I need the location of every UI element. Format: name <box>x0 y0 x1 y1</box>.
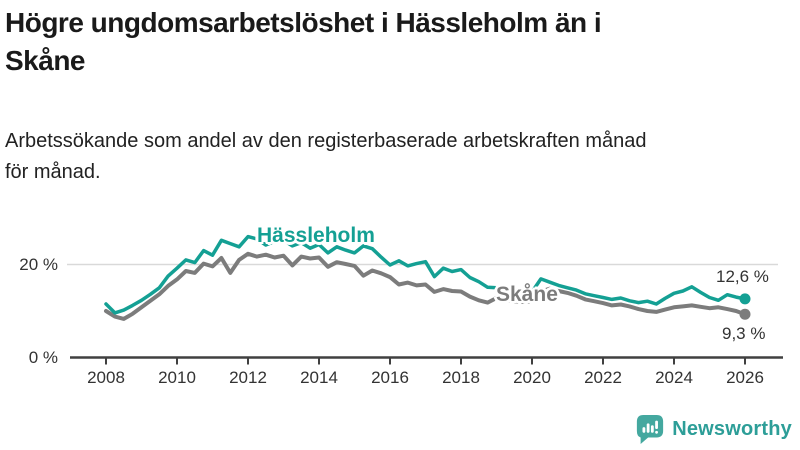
title-line-2: Skåne <box>5 45 86 76</box>
title-line-1: Högre ungdomsarbetslöshet i Hässleholm ä… <box>5 7 602 38</box>
series-label-skane: Skåne <box>496 283 558 306</box>
skne-end-dot <box>739 308 751 320</box>
x-axis-label-2014: 2014 <box>300 368 338 387</box>
chart-subtitle: Arbetssökande som andel av den registerb… <box>5 126 795 188</box>
newsworthy-wordmark: Newsworthy <box>672 417 792 440</box>
x-axis-label-2020: 2020 <box>513 368 551 387</box>
subtitle-line-1: Arbetssökande som andel av den registerb… <box>5 130 647 152</box>
series-label-hassleholm: Hässleholm <box>257 224 375 247</box>
newsworthy-icon <box>637 414 664 444</box>
x-axis-label-2016: 2016 <box>371 368 409 387</box>
x-axis-label-2024: 2024 <box>655 368 693 387</box>
y-axis-label-20: 20 % <box>19 255 58 274</box>
hssleholm-end-dot <box>739 293 751 305</box>
newsworthy-logo: Newsworthy <box>635 413 792 445</box>
skne-line <box>104 251 747 321</box>
hssleholm-line <box>104 234 747 315</box>
subtitle-line-2: för månad. <box>5 161 101 183</box>
end-value-label-hassleholm: 12,6 % <box>716 267 769 286</box>
x-axis-label-2010: 2010 <box>158 368 196 387</box>
x-axis-label-2026: 2026 <box>726 368 764 387</box>
x-axis-label-2018: 2018 <box>442 368 480 387</box>
x-axis-label-2022: 2022 <box>584 368 622 387</box>
page-title: Högre ungdomsarbetslöshet i Hässleholm ä… <box>5 4 775 80</box>
x-axis-label-2012: 2012 <box>229 368 267 387</box>
x-axis-label-2008: 2008 <box>87 368 125 387</box>
y-axis-label-0: 0 % <box>28 348 58 367</box>
end-value-label-skane: 9,3 % <box>722 324 766 343</box>
